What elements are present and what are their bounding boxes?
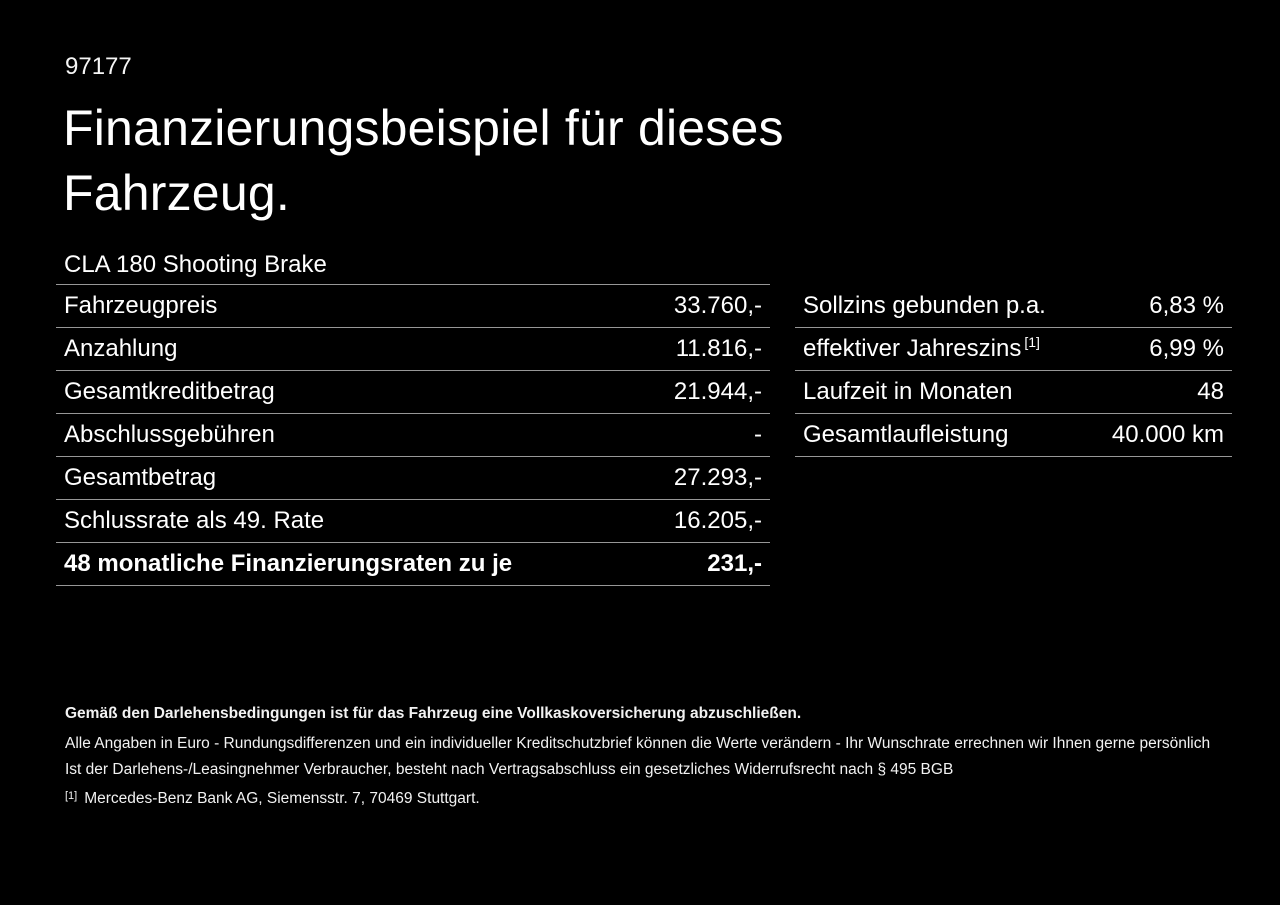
row-label: Laufzeit in Monaten [803, 378, 1013, 405]
row-value: 48 [1197, 378, 1224, 405]
table-row-sollzins: Sollzins gebunden p.a. 6,83 % [795, 285, 1232, 328]
page-title-line1: Finanzierungsbeispiel für dieses [63, 100, 784, 156]
table-row-gesamtbetrag: Gesamtbetrag 27.293,- [56, 457, 770, 500]
legal-footer: Gemäß den Darlehensbedingungen ist für d… [65, 705, 1215, 807]
table-row-laufzeit: Laufzeit in Monaten 48 [795, 371, 1232, 414]
row-label-text: effektiver Jahreszins [803, 335, 1022, 362]
row-value: 6,99 % [1149, 335, 1224, 362]
footnote-text: Mercedes-Benz Bank AG, Siemensstr. 7, 70… [84, 790, 480, 807]
row-value: 231,- [707, 550, 762, 577]
bank-footnote: [1] Mercedes-Benz Bank AG, Siemensstr. 7,… [65, 788, 1215, 807]
row-label: 48 monatliche Finanzierungsraten zu je [64, 550, 513, 577]
insurance-requirement-note: Gemäß den Darlehensbedingungen ist für d… [65, 705, 802, 722]
table-row-schlussrate: Schlussrate als 49. Rate 16.205,- [56, 500, 770, 543]
table-row-fahrzeugpreis: Fahrzeugpreis 33.760,- [56, 285, 770, 328]
footnote-reference-marker: [1] [1024, 334, 1040, 350]
row-label: Anzahlung [64, 335, 178, 362]
table-row-abschlussgebuehren: Abschlussgebühren - [56, 414, 770, 457]
row-label: Fahrzeugpreis [64, 292, 218, 319]
withdrawal-right-note: Ist der Darlehens-/Leasingnehmer Verbrau… [65, 761, 954, 778]
vehicle-model-label: CLA 180 Shooting Brake [64, 251, 327, 278]
table-row-monatliche-raten: 48 monatliche Finanzierungsraten zu je 2… [56, 543, 770, 586]
row-value: - [754, 421, 762, 448]
financing-table-right: Sollzins gebunden p.a. 6,83 % effektiver… [795, 285, 1232, 457]
row-label: Sollzins gebunden p.a. [803, 292, 1046, 319]
row-value: 11.816,- [675, 335, 762, 362]
row-label: Abschlussgebühren [64, 421, 275, 448]
vehicle-model-header: CLA 180 Shooting Brake [56, 246, 770, 285]
page-title-line2: Fahrzeug. [63, 165, 290, 221]
table-row-gesamtlaufleistung: Gesamtlaufleistung 40.000 km [795, 414, 1232, 457]
table-row-gesamtkreditbetrag: Gesamtkreditbetrag 21.944,- [56, 371, 770, 414]
row-value: 33.760,- [673, 292, 762, 319]
row-value: 6,83 % [1149, 292, 1224, 319]
row-value: 27.293,- [673, 464, 762, 491]
row-value: 21.944,- [673, 378, 762, 405]
page-title: Finanzierungsbeispiel für dieses Fahrzeu… [63, 96, 784, 226]
row-label: Gesamtkreditbetrag [64, 378, 275, 405]
table-row-effektiver-jahreszins: effektiver Jahreszins [1] 6,99 % [795, 328, 1232, 371]
footnote-marker: [1] [65, 790, 78, 802]
row-value: 40.000 km [1111, 421, 1224, 448]
row-value: 16.205,- [673, 507, 762, 534]
row-label: Gesamtlaufleistung [803, 421, 1009, 448]
financing-table-left: CLA 180 Shooting Brake Fahrzeugpreis 33.… [56, 246, 770, 586]
row-label: effektiver Jahreszins [1] [803, 335, 1040, 363]
table-row-anzahlung: Anzahlung 11.816,- [56, 328, 770, 371]
euro-disclaimer-note: Alle Angaben in Euro - Rundungsdifferenz… [65, 735, 1211, 752]
row-label: Gesamtbetrag [64, 464, 217, 491]
reference-number: 97177 [65, 53, 132, 80]
row-label: Schlussrate als 49. Rate [64, 507, 325, 534]
